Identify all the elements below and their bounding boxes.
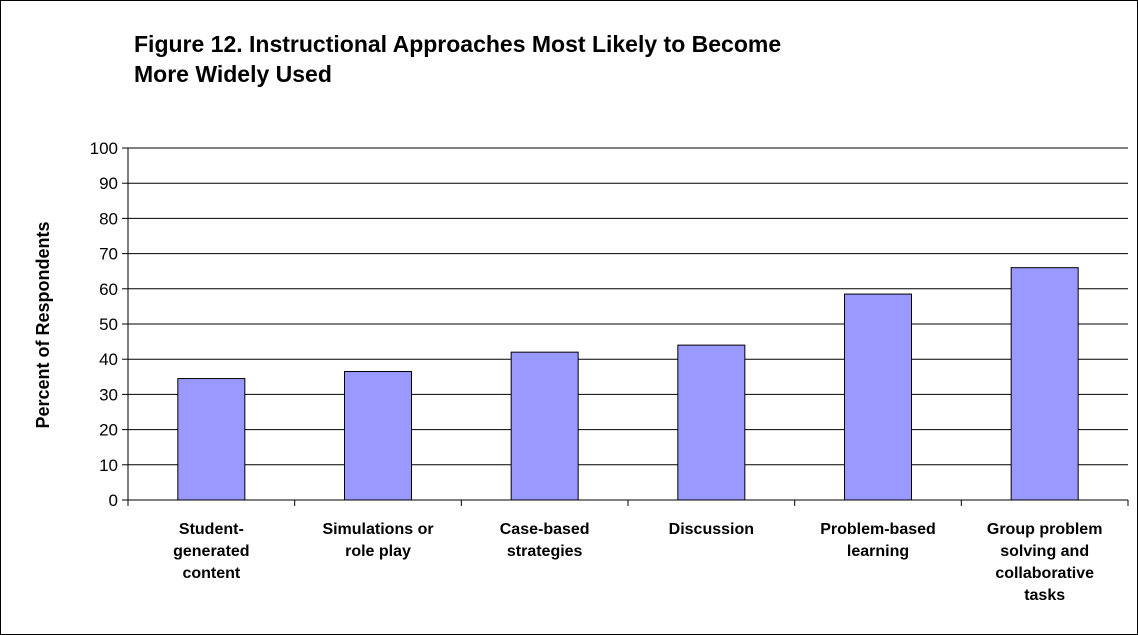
x-tick-label: Simulations or role play [322, 521, 433, 560]
bar [844, 293, 912, 501]
y-tick-label: 50 [99, 315, 118, 334]
x-tick-label: Problem-based learning [820, 521, 936, 560]
y-tick-label: 100 [90, 139, 118, 158]
y-tick-label: 90 [99, 174, 118, 193]
bar [1010, 267, 1079, 501]
y-tick-label: 30 [99, 385, 118, 404]
y-tick-label: 60 [99, 280, 118, 299]
y-tick-label: 10 [99, 456, 118, 475]
bar [344, 371, 412, 501]
bar [677, 344, 746, 501]
y-axis-label: Percent of Respondents [33, 221, 53, 428]
axes [122, 147, 1129, 506]
gridlines [128, 147, 1128, 466]
x-tick-label: Student-generated content [173, 521, 249, 582]
bar [177, 378, 246, 501]
y-tick-label: 0 [109, 491, 118, 510]
y-tick-labels: 0 10 20 30 40 50 60 70 80 90 100 [90, 139, 118, 510]
bar [510, 351, 579, 501]
chart-title: Figure 12. Instructional Approaches Most… [134, 31, 782, 87]
x-tick-label: Discussion [669, 521, 754, 538]
y-tick-label: 70 [99, 245, 118, 264]
x-tick-labels: Student-generated content Simulations or ro… [173, 521, 1102, 604]
x-tick-label: Case-based strategies [500, 521, 590, 560]
x-tick-label: Group problem solving and collaborative tas… [987, 521, 1103, 604]
y-tick-label: 40 [99, 350, 118, 369]
y-tick-label: 80 [99, 209, 118, 228]
y-tick-label: 20 [99, 421, 118, 440]
bars [177, 267, 1079, 501]
